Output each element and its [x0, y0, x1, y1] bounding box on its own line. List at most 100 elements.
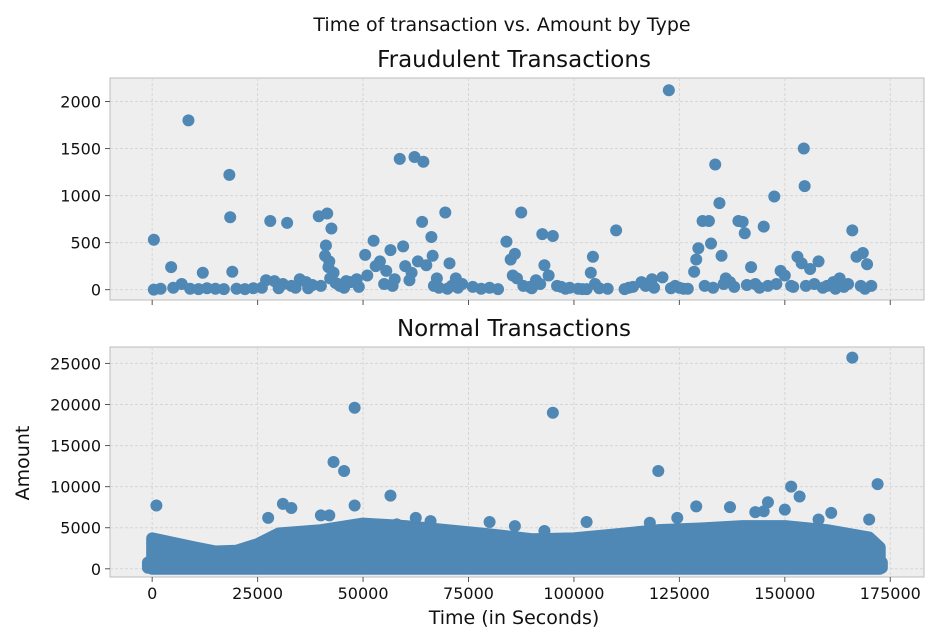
- normal-point: [262, 511, 275, 524]
- normal-point: [348, 499, 361, 512]
- normal-point: [723, 501, 736, 514]
- fraud-point: [586, 250, 599, 263]
- fraud-point: [795, 257, 808, 270]
- fraud-point: [196, 266, 209, 279]
- fraud-point: [681, 282, 694, 295]
- fraud-point: [538, 259, 551, 272]
- fraud-point: [740, 278, 753, 291]
- normal-y-tick-label: 15000: [50, 437, 101, 456]
- fraud-point: [690, 253, 703, 266]
- normal-point: [671, 511, 684, 524]
- fraud-point: [713, 197, 726, 210]
- fraud-point: [417, 155, 430, 168]
- fraud-point: [648, 281, 661, 294]
- fraud-point: [352, 280, 365, 293]
- fraud-point: [359, 248, 372, 261]
- fraud-y-tick-label: 1000: [60, 187, 101, 206]
- fraud-point: [738, 227, 751, 240]
- fraud-point: [408, 151, 421, 164]
- normal-x-tick-label: 150000: [754, 584, 815, 603]
- fraud-points: [147, 84, 878, 296]
- fraud-point: [812, 255, 825, 268]
- fraud-point: [272, 282, 285, 295]
- fraud-point: [610, 224, 623, 237]
- normal-point: [846, 351, 859, 364]
- fraud-point: [255, 281, 268, 294]
- fraud-y-tick-label: 0: [91, 281, 101, 300]
- normal-point: [546, 406, 559, 419]
- x-axis-label: Time (in Seconds): [428, 607, 600, 629]
- fraud-point: [165, 261, 178, 274]
- fraud-point: [601, 282, 614, 295]
- normal-point: [793, 490, 806, 503]
- fraud-point: [797, 142, 810, 155]
- normal-x-tick-label: 50000: [338, 584, 389, 603]
- normal-baseline-points: [141, 556, 888, 574]
- fraud-point: [224, 211, 237, 224]
- fraud-point: [745, 261, 758, 274]
- fraud-point: [281, 216, 294, 229]
- fraud-y-axis: 0 500 1000 1500 2000: [60, 93, 110, 300]
- fraud-point: [369, 260, 382, 273]
- normal-point: [314, 509, 327, 522]
- normal-x-tick-label: 100000: [543, 584, 604, 603]
- normal-point: [652, 465, 665, 478]
- normal-point: [778, 503, 791, 516]
- fraud-point: [542, 269, 555, 282]
- fraud-point: [367, 234, 380, 247]
- fraud-point: [736, 215, 749, 228]
- normal-x-axis: 0 25000 50000 75000 100000 125000 150000 175000: [147, 577, 921, 603]
- fraud-point: [717, 278, 730, 291]
- fraud-point: [846, 224, 859, 237]
- normal-point: [580, 515, 593, 528]
- fraud-point: [546, 230, 559, 243]
- normal-y-axis: 0 5000 10000 15000 20000 25000: [50, 354, 110, 579]
- fraud-point: [217, 283, 230, 296]
- fraud-point: [770, 278, 783, 291]
- normal-x-tick-label: 125000: [649, 584, 710, 603]
- fraud-point: [223, 168, 236, 181]
- fraud-point: [492, 283, 505, 296]
- fraud-point: [264, 214, 277, 227]
- normal-point: [348, 401, 361, 414]
- normal-x-tick-label: 75000: [443, 584, 494, 603]
- fraud-point: [384, 244, 397, 257]
- fraud-point: [451, 281, 464, 294]
- fraud-point: [858, 282, 871, 295]
- fraud-point: [439, 206, 452, 219]
- fraud-point: [692, 242, 705, 255]
- fraud-point: [842, 278, 855, 291]
- normal-point: [871, 478, 884, 491]
- fraud-x-ticks: [151, 300, 891, 305]
- fraud-point: [340, 275, 353, 288]
- fraud-point: [787, 280, 800, 293]
- fraud-point: [380, 264, 393, 277]
- normal-point: [150, 499, 163, 512]
- fraud-point: [804, 262, 817, 275]
- fraud-point: [709, 158, 722, 171]
- fraud-y-tick-label: 500: [70, 234, 101, 253]
- fraud-point: [321, 207, 334, 220]
- normal-point: [690, 500, 703, 513]
- normal-x-tick-label: 0: [147, 584, 157, 603]
- fraud-point: [626, 280, 639, 293]
- fraud-point: [778, 269, 791, 282]
- fraud-point: [515, 206, 528, 219]
- normal-point-band: [141, 517, 888, 575]
- fraud-point: [580, 283, 593, 296]
- fraud-point: [425, 230, 438, 243]
- fraud-point: [702, 214, 715, 227]
- normal-y-tick-label: 25000: [50, 354, 101, 373]
- normal-point: [424, 515, 437, 528]
- normal-point: [538, 525, 551, 537]
- y-axis-label: Amount: [12, 426, 34, 501]
- fraud-point: [856, 246, 869, 259]
- fraud-y-tick-label: 2000: [60, 93, 101, 112]
- fraud-point: [443, 257, 456, 270]
- fraud-point: [715, 249, 728, 262]
- fraud-point: [397, 240, 410, 253]
- normal-points: [150, 351, 884, 537]
- fraud-point: [707, 281, 720, 294]
- fraud-point: [861, 258, 874, 271]
